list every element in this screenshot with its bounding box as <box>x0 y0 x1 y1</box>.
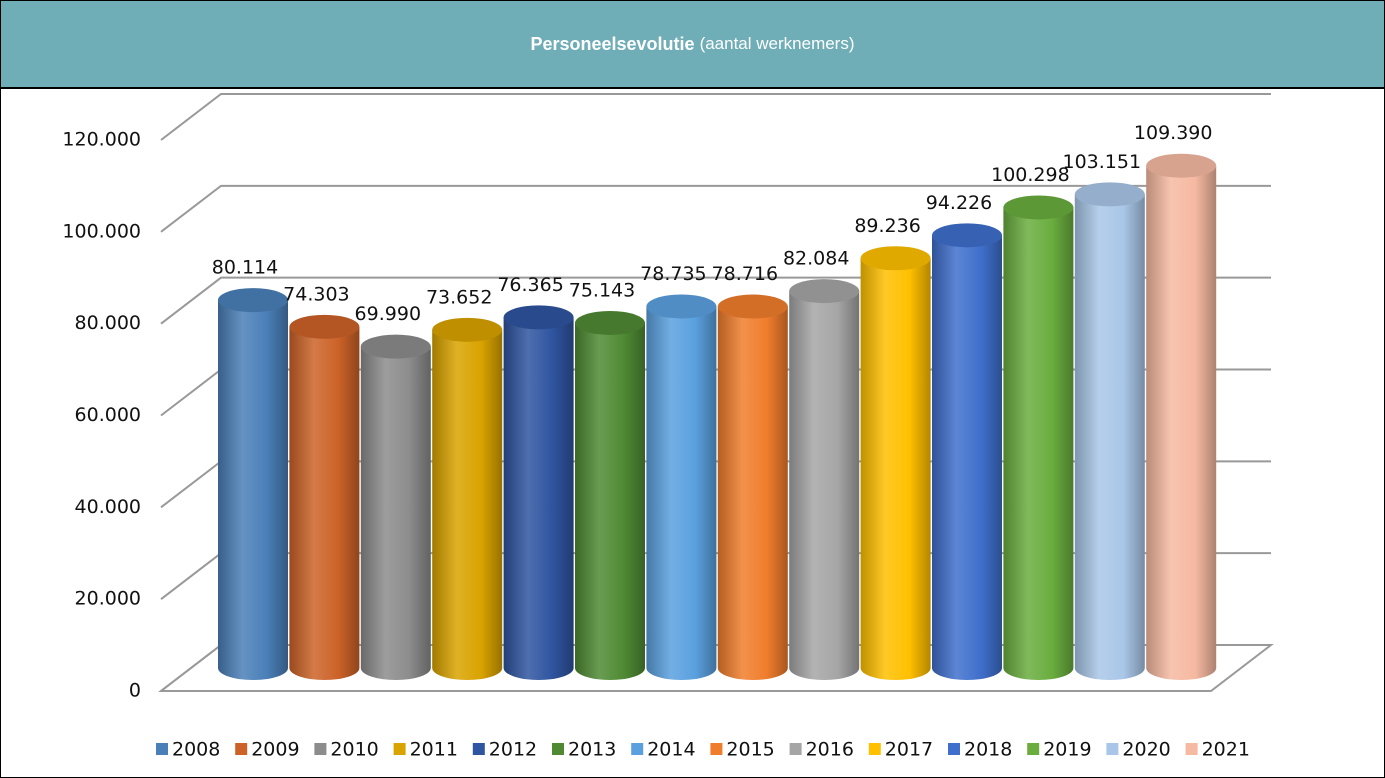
bar-top <box>932 223 1002 248</box>
y-tick-label: 120.000 <box>62 129 141 151</box>
bar <box>860 258 931 680</box>
bar-top <box>503 305 574 330</box>
legend-swatch <box>1027 743 1040 755</box>
bar <box>575 322 645 680</box>
legend-swatch <box>472 743 485 755</box>
bar-top <box>218 288 288 313</box>
data-label: 75.143 <box>569 279 635 301</box>
legend-label: 2014 <box>647 739 695 761</box>
bar <box>717 306 788 680</box>
legend-label: 2020 <box>1122 739 1170 761</box>
legend-swatch <box>393 743 406 755</box>
legend-label: 2011 <box>410 739 458 761</box>
legend-label: 2013 <box>568 739 616 761</box>
bar <box>646 306 717 680</box>
bar-top <box>575 310 645 335</box>
y-tick-label: 80.000 <box>75 312 141 334</box>
header: Personeelsevolutie (aantal werknemers) <box>1 1 1384 89</box>
bar-top <box>646 294 717 319</box>
bar <box>218 300 288 680</box>
bar <box>503 317 574 680</box>
legend-swatch <box>235 743 248 755</box>
data-label: 109.390 <box>1134 122 1213 144</box>
y-tick-label: 20.000 <box>75 588 141 610</box>
chart-title: Personeelsevolutie <box>530 33 695 54</box>
bar-top <box>789 279 860 304</box>
legend-swatch <box>314 743 327 755</box>
bar-top <box>1074 182 1145 207</box>
data-label: 103.151 <box>1063 151 1142 173</box>
bar-top <box>360 334 431 359</box>
bar <box>432 329 503 680</box>
grid-line <box>160 184 1271 233</box>
data-label: 78.735 <box>640 263 706 285</box>
bar-top <box>860 246 931 271</box>
y-tick-label: 40.000 <box>75 496 141 518</box>
legend-label: 2009 <box>251 739 299 761</box>
legend-swatch <box>789 743 802 755</box>
bar <box>1074 194 1145 680</box>
bar <box>360 346 431 680</box>
legend-swatch <box>1106 743 1119 755</box>
legend-swatch <box>156 743 168 755</box>
legend-label: 2012 <box>489 739 537 761</box>
legend-label: 2019 <box>1043 739 1091 761</box>
legend-swatch <box>710 743 723 755</box>
legend-label: 2010 <box>330 739 378 761</box>
legend-label: 2017 <box>885 739 933 761</box>
bar-top <box>432 317 503 342</box>
bar <box>1003 207 1074 680</box>
bar <box>932 235 1002 680</box>
bar <box>789 291 860 680</box>
legend-swatch <box>1185 743 1198 755</box>
bar-top <box>1146 153 1217 178</box>
bar-top <box>717 294 788 319</box>
data-label: 73.652 <box>426 286 492 308</box>
data-label: 80.114 <box>212 257 278 279</box>
legend-swatch <box>552 743 564 755</box>
legend-label: 2021 <box>1202 739 1250 761</box>
data-label: 94.226 <box>926 192 992 214</box>
y-tick-label: 100.000 <box>62 220 141 242</box>
legend-swatch <box>631 743 644 755</box>
bar-top <box>1003 195 1074 220</box>
data-label: 100.298 <box>991 164 1070 186</box>
data-label: 74.303 <box>283 283 349 305</box>
data-label: 78.716 <box>712 263 778 285</box>
data-label: 82.084 <box>783 248 849 270</box>
grid-line <box>160 93 1271 141</box>
legend-swatch <box>948 743 960 755</box>
chart-subtitle: (aantal werknemers) <box>699 34 855 53</box>
legend-swatch <box>868 743 881 755</box>
legend-label: 2008 <box>172 739 220 761</box>
bar-top <box>289 314 360 339</box>
legend-label: 2016 <box>806 739 854 761</box>
bar <box>289 326 360 680</box>
data-label: 76.365 <box>497 274 563 296</box>
data-label: 69.990 <box>355 303 421 325</box>
y-tick-label: 60.000 <box>75 404 141 426</box>
y-tick-label: 0 <box>129 680 141 702</box>
data-label: 89.236 <box>854 215 920 237</box>
bar <box>1146 165 1217 680</box>
legend-label: 2015 <box>726 739 774 761</box>
legend-label: 2018 <box>964 739 1012 761</box>
